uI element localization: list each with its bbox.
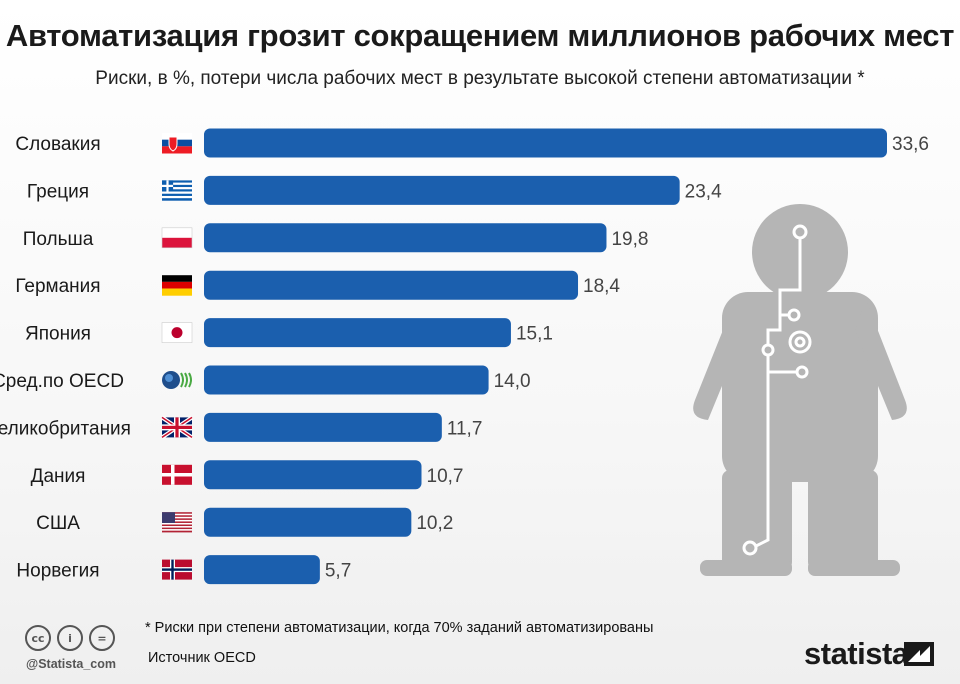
cc-license-icon: cc: [25, 625, 51, 651]
bar: [204, 318, 511, 348]
bar-value-label: 19,8: [611, 229, 648, 250]
bar-value-label: 10,7: [427, 466, 464, 487]
footnote: * Риски при степени автоматизации, когда…: [145, 620, 654, 636]
bar-value-label: 10,2: [416, 513, 453, 534]
circuit-lines: [742, 224, 812, 556]
bar-value-label: 5,7: [325, 561, 351, 582]
bar: [204, 460, 422, 490]
cc-attribution-icon: i: [57, 625, 83, 651]
statista-handle: @Statista_com: [26, 657, 116, 671]
bar-value-label: 14,0: [494, 371, 531, 392]
category-label: Япония: [25, 324, 91, 345]
category-label: Польша: [23, 229, 94, 250]
norway-flag-icon: [162, 559, 192, 580]
cc-noderivs-icon: =: [89, 625, 115, 651]
bar-value-label: 15,1: [516, 324, 553, 345]
category-label: Германия: [15, 276, 100, 297]
bar: [204, 555, 320, 585]
germany-flag-icon: [162, 275, 192, 296]
category-label: Великобритания: [0, 418, 131, 439]
bar: [204, 270, 579, 300]
chart-title: Автоматизация грозит сокращением миллион…: [5, 18, 955, 53]
bar: [204, 365, 489, 395]
robot-person-illustration: [693, 204, 907, 576]
bar-value-label: 11,7: [447, 418, 483, 439]
bar-value-label: 18,4: [583, 276, 620, 297]
category-label: Дания: [31, 466, 86, 487]
bar: [204, 128, 887, 158]
category-label: Словакия: [15, 134, 100, 155]
usa-flag-icon: [162, 512, 192, 533]
poland-flag-icon: [161, 227, 193, 249]
bar-value-label: 33,6: [892, 134, 929, 155]
denmark-flag-icon: [162, 464, 192, 485]
bar: [204, 223, 607, 253]
statista-logo-icon: [904, 642, 934, 666]
category-label: Сред.по OECD: [0, 371, 124, 392]
source-text: Источник OECD: [148, 650, 256, 666]
chart-subtitle: Риски, в %, потери числа рабочих мест в …: [95, 68, 865, 89]
category-label: Греция: [27, 181, 89, 202]
uk-flag-icon: [160, 415, 194, 440]
category-label: Норвегия: [16, 561, 99, 582]
statista-logo: statista: [804, 636, 909, 671]
bar: [204, 507, 412, 537]
slovakia-flag-icon: [162, 133, 192, 154]
japan-flag-icon: [161, 322, 193, 343]
bar: [204, 175, 680, 205]
bar-value-label: 23,4: [685, 181, 722, 202]
oecd-logo-icon: [162, 371, 192, 389]
bar: [204, 412, 442, 442]
greece-flag-icon: [162, 180, 192, 201]
category-label: США: [36, 513, 80, 534]
license-icons: cc i =: [25, 625, 115, 651]
